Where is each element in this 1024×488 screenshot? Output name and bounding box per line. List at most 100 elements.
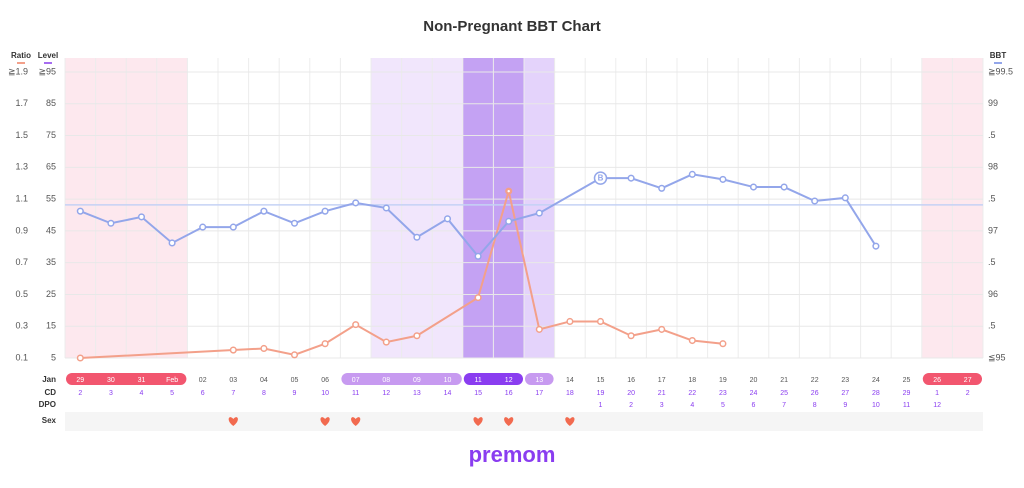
cd-label: 27	[841, 390, 849, 397]
date-pill	[525, 373, 554, 385]
cd-label: 10	[321, 390, 329, 397]
data-point	[749, 183, 758, 191]
sex-row	[65, 412, 983, 431]
x-tick-label: 26	[933, 377, 941, 384]
x-tick-label: 03	[229, 377, 237, 384]
cd-label: 4	[140, 390, 144, 397]
dpo-label: 3	[660, 402, 664, 409]
axis-header: Ratio	[11, 51, 31, 60]
dpo-label: 11	[903, 402, 910, 409]
y-tick-label: 0.5	[15, 289, 28, 299]
x-tick-label: 19	[719, 377, 727, 384]
y2-tick-label: .5	[988, 130, 996, 140]
cd-label: 26	[811, 390, 819, 397]
data-point	[76, 207, 84, 215]
x-tick-label: 04	[260, 377, 268, 384]
dpo-label: 10	[872, 402, 880, 409]
cd-label: 2	[78, 390, 82, 397]
data-point	[505, 217, 513, 225]
cd-label: 14	[444, 390, 452, 397]
date-pill	[341, 373, 462, 385]
cd-label: 11	[352, 390, 359, 397]
data-point	[229, 223, 237, 231]
cd-label: 28	[872, 390, 880, 397]
level-tick-label: ≧95	[38, 66, 56, 76]
data-point	[137, 213, 146, 221]
level-tick-label: 65	[46, 162, 56, 172]
data-point	[382, 338, 390, 346]
x-tick-label: 20	[750, 377, 758, 384]
sex-heart	[228, 417, 238, 426]
series-line	[79, 173, 877, 258]
cd-label: 1	[935, 390, 939, 397]
cd-label: 3	[109, 390, 113, 397]
cd-label: 20	[627, 390, 635, 397]
cd-label: 21	[658, 390, 666, 397]
row-label: DPO	[39, 400, 56, 409]
data-point	[688, 336, 696, 345]
x-tick-label: 25	[903, 377, 911, 384]
data-point	[566, 317, 574, 326]
data-point	[627, 174, 635, 182]
y2-tick-label: .5	[988, 321, 996, 331]
y2-tick-label: .5	[988, 257, 996, 267]
sex-heart	[320, 417, 330, 426]
x-tick-label: 22	[811, 377, 819, 384]
x-tick-label: 05	[291, 377, 299, 384]
data-point	[872, 242, 880, 250]
y-tick-label: 0.9	[15, 225, 28, 235]
cd-label: 15	[474, 390, 482, 397]
level-tick-label: 45	[46, 225, 56, 235]
cd-label: 7	[231, 390, 235, 397]
data-point	[76, 354, 84, 362]
sex-heart	[473, 417, 483, 426]
cd-label: 18	[566, 390, 574, 397]
y2-tick-label: ≦95	[988, 352, 1006, 362]
data-point	[658, 184, 666, 192]
x-tick-label: 30	[107, 377, 115, 384]
x-tick-label: 02	[199, 377, 207, 384]
cd-label: 17	[535, 390, 543, 397]
cd-label: 16	[505, 390, 513, 397]
x-tick-label: 06	[321, 377, 329, 384]
data-point	[352, 321, 360, 329]
data-point	[593, 171, 608, 185]
cd-label: 24	[750, 390, 758, 397]
cd-label: 22	[688, 390, 696, 397]
data-point	[321, 340, 329, 348]
sex-heart	[565, 417, 575, 426]
data-point	[260, 207, 268, 215]
data-point	[413, 233, 421, 241]
date-pill	[66, 373, 187, 385]
sex-heart	[504, 417, 514, 426]
data-point	[290, 219, 299, 227]
x-tick-label: 11	[474, 377, 481, 384]
dpo-label: 9	[843, 402, 847, 409]
dpo-label: 12	[933, 402, 941, 409]
level-tick-label: 75	[46, 130, 56, 140]
data-point	[627, 332, 635, 340]
x-tick-label: 08	[382, 377, 390, 384]
cd-label: 5	[170, 390, 174, 397]
data-point	[535, 325, 543, 333]
peak-dot	[507, 189, 510, 193]
x-tick-label: 31	[138, 377, 146, 384]
x-tick-label: 18	[688, 377, 696, 384]
y2-tick-label: ≧99.5	[988, 66, 1013, 76]
data-point	[811, 197, 819, 205]
y2-tick-label: 99	[988, 98, 998, 108]
data-point	[841, 194, 849, 202]
level-tick-label: 5	[51, 352, 56, 362]
axis-header: Level	[38, 51, 58, 60]
level-tick-label: 85	[46, 98, 56, 108]
data-point	[199, 223, 207, 231]
y2-tick-label: .5	[988, 193, 996, 203]
axis-header: BBT	[990, 51, 1007, 60]
data-point	[780, 183, 788, 191]
y2-tick-label: 97	[988, 225, 998, 235]
marker-label: B	[598, 174, 604, 183]
data-point	[596, 317, 605, 326]
x-tick-label: 16	[627, 377, 635, 384]
x-tick-label: 27	[964, 377, 972, 384]
level-tick-label: 55	[46, 193, 56, 203]
